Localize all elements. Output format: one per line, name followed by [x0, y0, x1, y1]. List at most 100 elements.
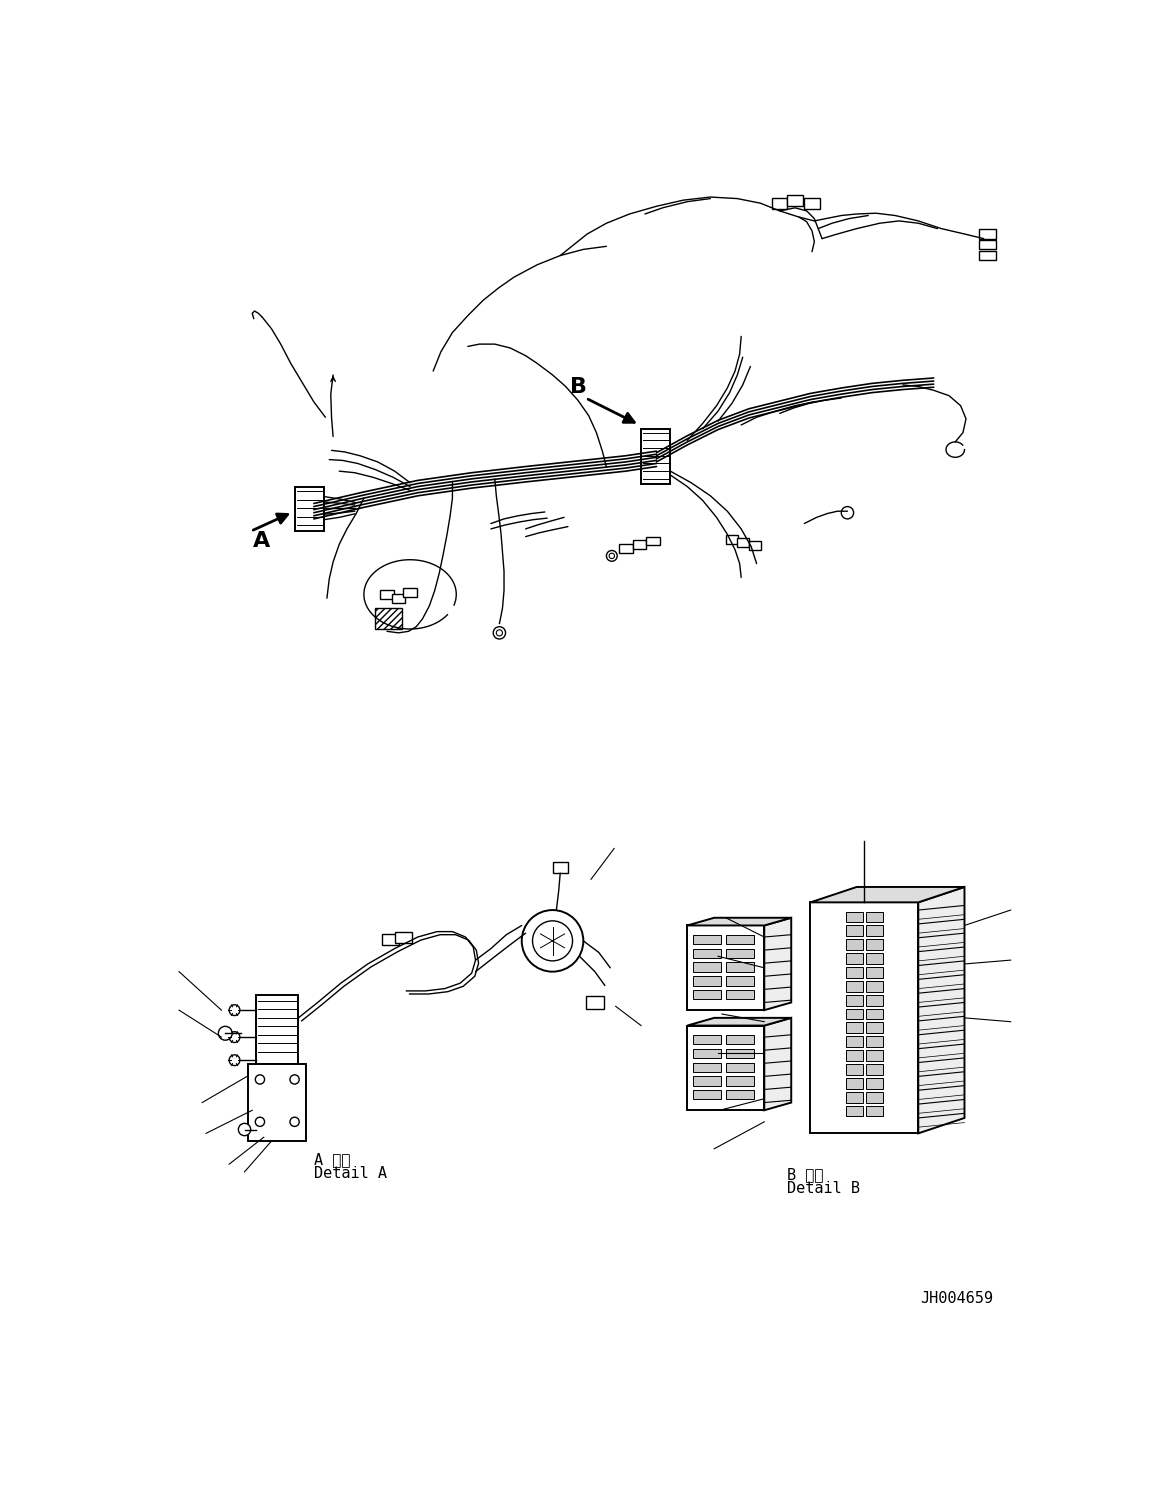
Circle shape: [256, 1074, 264, 1085]
Text: Detail A: Detail A: [314, 1167, 387, 1181]
Bar: [726, 1034, 754, 1045]
Bar: [641, 429, 670, 484]
Bar: [726, 934, 754, 943]
Bar: [846, 939, 863, 951]
Text: JH004659: JH004659: [920, 1290, 993, 1306]
Bar: [256, 995, 299, 1064]
Circle shape: [493, 626, 506, 638]
Bar: [979, 251, 996, 260]
Bar: [395, 933, 413, 943]
Bar: [693, 1062, 721, 1071]
Circle shape: [533, 921, 572, 961]
Bar: [693, 990, 721, 1000]
Bar: [736, 539, 749, 546]
Bar: [846, 1036, 863, 1048]
Bar: [726, 1091, 754, 1100]
Polygon shape: [764, 1018, 791, 1110]
Polygon shape: [687, 918, 791, 926]
Bar: [619, 545, 633, 552]
Bar: [726, 948, 754, 958]
Bar: [726, 1049, 754, 1058]
Bar: [866, 954, 883, 964]
Text: Detail B: Detail B: [787, 1181, 861, 1196]
Circle shape: [609, 554, 614, 558]
Bar: [687, 926, 764, 1010]
Bar: [726, 976, 754, 985]
Bar: [846, 1022, 863, 1033]
Bar: [866, 1009, 883, 1019]
Bar: [693, 1049, 721, 1058]
Bar: [693, 1076, 721, 1086]
Bar: [726, 536, 739, 543]
Bar: [866, 912, 883, 923]
Circle shape: [606, 551, 618, 561]
Text: B 詳細: B 詳細: [787, 1168, 823, 1183]
Bar: [693, 963, 721, 972]
Bar: [846, 1106, 863, 1116]
Bar: [846, 1009, 863, 1019]
Bar: [866, 1036, 883, 1048]
Bar: [846, 981, 863, 991]
Polygon shape: [376, 609, 402, 629]
Circle shape: [290, 1074, 299, 1085]
Text: B: B: [570, 376, 587, 397]
Polygon shape: [811, 887, 964, 902]
Bar: [693, 934, 721, 943]
Bar: [979, 229, 996, 238]
Bar: [866, 1092, 883, 1103]
Bar: [726, 1076, 754, 1086]
Bar: [866, 1077, 883, 1089]
Bar: [586, 997, 604, 1009]
Bar: [693, 948, 721, 958]
Bar: [866, 981, 883, 991]
Bar: [866, 1022, 883, 1033]
Circle shape: [290, 1117, 299, 1126]
Bar: [383, 934, 399, 945]
Bar: [404, 588, 418, 598]
Bar: [846, 1077, 863, 1089]
Bar: [693, 976, 721, 985]
Text: A: A: [254, 531, 270, 551]
Bar: [693, 1091, 721, 1100]
Bar: [726, 963, 754, 972]
Polygon shape: [687, 1018, 791, 1025]
Bar: [552, 863, 568, 873]
Bar: [846, 912, 863, 923]
Bar: [846, 1064, 863, 1074]
Bar: [787, 195, 802, 205]
Bar: [866, 939, 883, 951]
Circle shape: [229, 1055, 240, 1065]
Bar: [726, 990, 754, 1000]
Circle shape: [219, 1027, 233, 1040]
Text: A 詳細: A 詳細: [314, 1152, 350, 1167]
Bar: [866, 967, 883, 978]
Circle shape: [841, 506, 854, 519]
Bar: [749, 542, 762, 549]
Bar: [846, 926, 863, 936]
Bar: [846, 995, 863, 1006]
Bar: [380, 589, 394, 600]
Bar: [866, 1051, 883, 1061]
Bar: [846, 954, 863, 964]
Polygon shape: [919, 887, 964, 1134]
Bar: [693, 1034, 721, 1045]
Circle shape: [497, 629, 502, 635]
Bar: [805, 198, 820, 208]
Bar: [979, 240, 996, 250]
Bar: [249, 1064, 306, 1141]
Circle shape: [256, 1117, 264, 1126]
Bar: [392, 594, 406, 603]
Bar: [687, 1025, 764, 1110]
Bar: [846, 1092, 863, 1103]
Bar: [294, 487, 323, 531]
Bar: [866, 995, 883, 1006]
Bar: [772, 198, 787, 208]
Bar: [811, 902, 919, 1134]
Circle shape: [522, 911, 584, 972]
Circle shape: [229, 1031, 240, 1043]
Bar: [633, 540, 647, 549]
Bar: [866, 1064, 883, 1074]
Bar: [726, 1062, 754, 1071]
Polygon shape: [764, 918, 791, 1010]
Bar: [866, 1106, 883, 1116]
